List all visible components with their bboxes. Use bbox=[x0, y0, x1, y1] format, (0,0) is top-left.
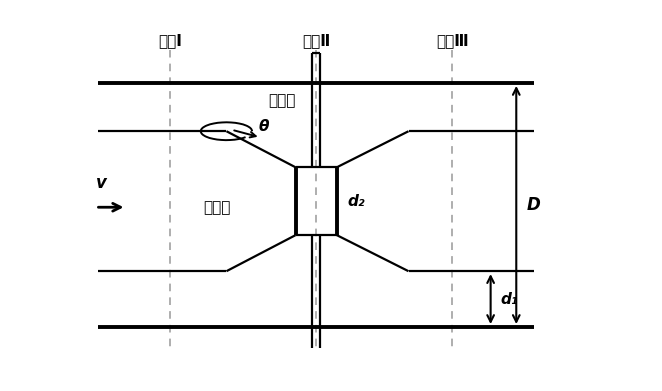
Text: 截面Ⅱ: 截面Ⅱ bbox=[302, 33, 330, 48]
Text: θ: θ bbox=[259, 119, 269, 134]
Text: 流道２: 流道２ bbox=[204, 200, 231, 215]
Text: D: D bbox=[526, 196, 540, 214]
Text: d₂: d₂ bbox=[347, 194, 365, 209]
Text: 截面Ⅰ: 截面Ⅰ bbox=[158, 33, 182, 48]
Text: 截面Ⅲ: 截面Ⅲ bbox=[436, 33, 469, 48]
Text: 流道１: 流道１ bbox=[268, 93, 295, 109]
Text: d₁: d₁ bbox=[501, 292, 518, 307]
Text: v: v bbox=[95, 174, 107, 192]
